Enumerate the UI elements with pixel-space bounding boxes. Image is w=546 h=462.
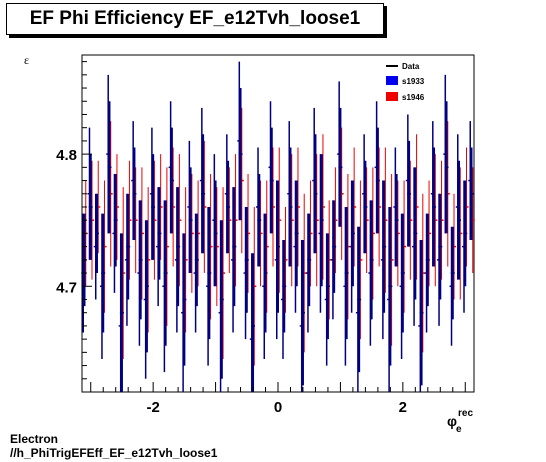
chart-title: EF Phi Efficiency EF_e12Tvh_loose1 — [29, 8, 361, 29]
x-tick-label: 0 — [274, 399, 282, 416]
x-axis-label: φ — [447, 413, 457, 429]
y-tick-label: 4.7 — [56, 279, 77, 296]
legend-swatch-s1933 — [386, 76, 398, 85]
legend-swatch-s1946 — [386, 92, 398, 101]
y-tick-label: 4.8 — [56, 147, 77, 164]
x-axis-label-sub: e — [456, 424, 462, 435]
legend-swatch-data — [386, 65, 398, 67]
legend: Data s1933 s1946 — [386, 62, 425, 102]
x-axis-label-sup: rec — [458, 408, 473, 419]
axes-layer: -2 0 2 4.7 4.8 — [56, 61, 466, 416]
title-box: EF Phi Efficiency EF_e12Tvh_loose1 — [6, 3, 384, 35]
x-tick-label: 2 — [399, 399, 407, 416]
footer-line-1: Electron — [10, 432, 59, 446]
legend-label-data: Data — [402, 62, 420, 71]
legend-label-s1946: s1946 — [402, 93, 425, 102]
x-tick-label: -2 — [146, 399, 159, 416]
footer-line-2: //h_PhiTrigEFEff_EF_e12Tvh_loose1 — [10, 446, 218, 460]
series-layer — [81, 61, 475, 392]
x-axis-label-main: φ — [447, 413, 457, 429]
y-axis-label: ε — [24, 53, 29, 67]
legend-label-s1933: s1933 — [402, 77, 425, 86]
